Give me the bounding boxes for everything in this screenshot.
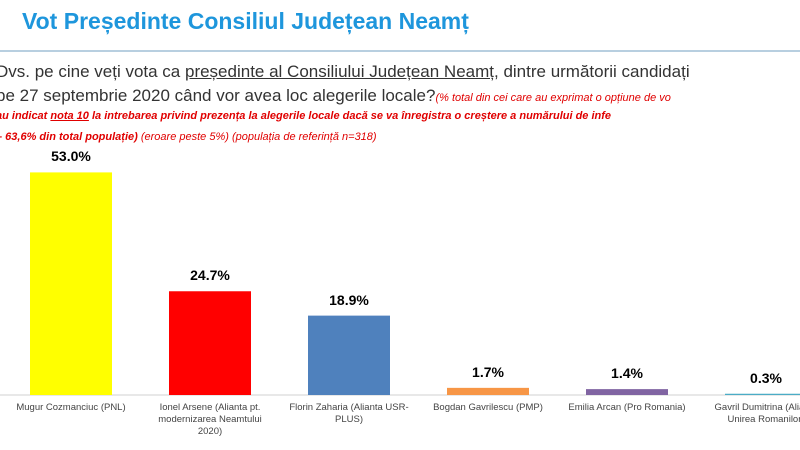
question-line: pe 27 septembrie 2020 când vor avea loc … (0, 86, 671, 106)
divider (0, 50, 800, 52)
bar (447, 387, 529, 395)
note: au indicat (0, 110, 51, 122)
value-label: 53.0% (51, 148, 91, 165)
value-label: 0.3% (750, 369, 782, 386)
bar (725, 393, 800, 395)
bar (308, 315, 390, 395)
category-label: Florin Zaharia (Alianta USR-PLUS) (289, 402, 409, 425)
category-label: Emilia Arcan (Pro Romania) (568, 402, 686, 413)
note: nota 10 (50, 110, 89, 122)
note: – 63,6% din total populație) (0, 131, 138, 143)
bar (30, 172, 112, 395)
category-label: Bogdan Gavrilescu (PMP) (433, 402, 543, 413)
title: Vot Președinte Consiliul Județean Neamț (22, 8, 469, 34)
note-line: – 63,6% din total populație) (eroare pes… (0, 127, 377, 145)
note: (eroare peste 5%) (populația de referinț… (137, 131, 377, 143)
text: Dvs. pe cine veți vota ca (0, 62, 185, 81)
text: președinte al Consiliului Județean Neamț (184, 62, 494, 81)
value-label: 1.7% (472, 363, 504, 380)
category-label: Gavril Dumitrina (Alianta Unirea Romanil… (714, 402, 800, 425)
text: , dintre următorii candidați (494, 62, 690, 81)
note: la intrebarea privind prezența la aleger… (88, 110, 612, 122)
bar (586, 389, 668, 395)
note-line: au indicat nota 10 la intrebarea privind… (0, 110, 611, 122)
value-label: 1.4% (611, 365, 643, 382)
category-label: Mugur Cozmanciuc (PNL) (16, 402, 126, 413)
category-label: Ionel Arsene (Alianta pt. modernizarea N… (158, 402, 262, 437)
note: (% total din cei care au exprimat o opți… (435, 92, 671, 104)
value-label: 24.7% (190, 267, 230, 284)
value-label: 18.9% (329, 291, 369, 308)
bar (169, 291, 251, 395)
question-line: Dvs. pe cine veți vota ca președinte al … (0, 62, 690, 82)
text: pe 27 septembrie 2020 când vor avea loc … (0, 86, 436, 105)
